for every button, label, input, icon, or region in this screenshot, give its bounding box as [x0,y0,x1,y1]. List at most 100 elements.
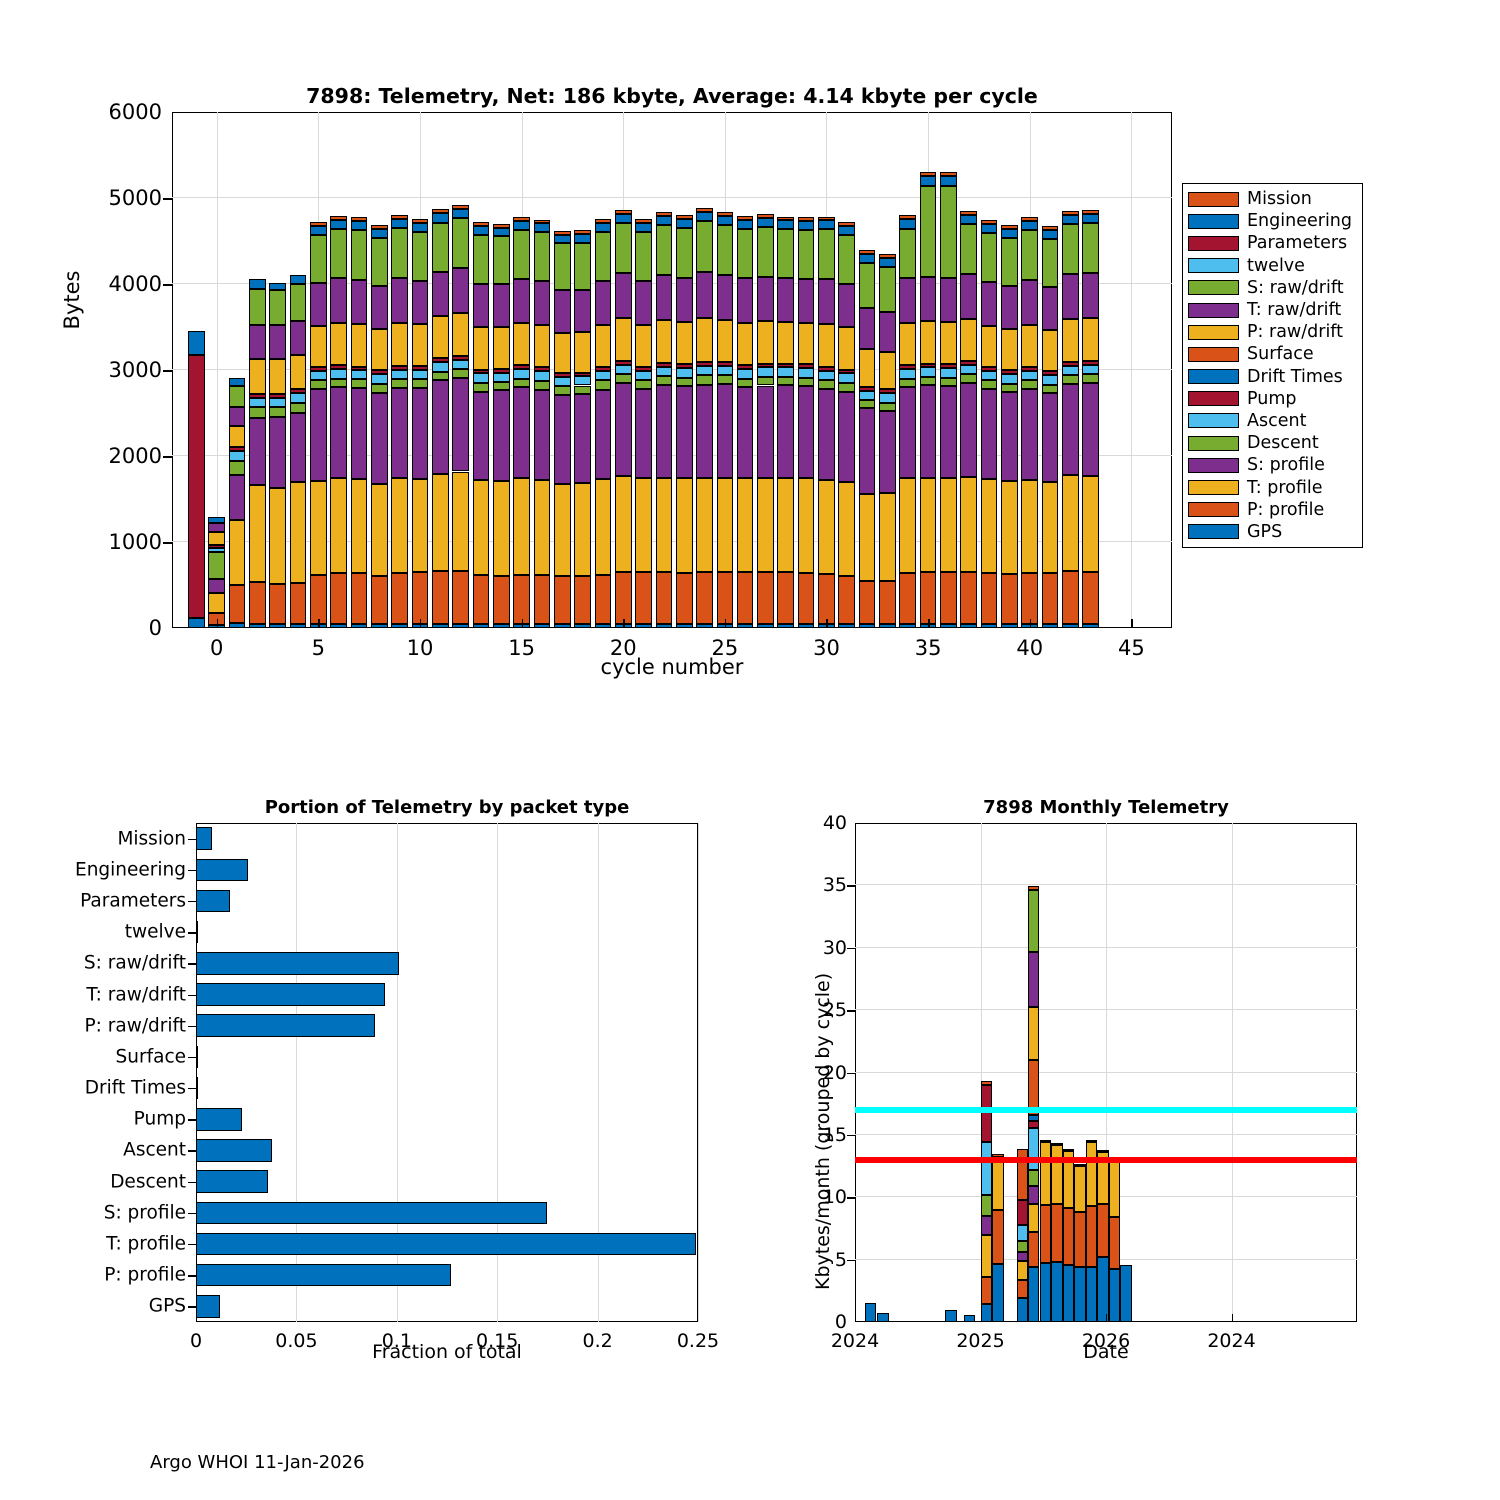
monthly-stacked-bar[interactable] [1097,1149,1109,1322]
stacked-bar[interactable] [431,209,449,628]
legend-item[interactable]: twelve [1188,255,1357,277]
bar-segment [208,548,226,552]
fraction-bar[interactable] [196,1263,452,1287]
legend-item[interactable]: GPS [1188,521,1357,543]
stacked-bar[interactable] [838,221,856,628]
stacked-bar[interactable] [777,216,795,628]
stacked-bar[interactable] [736,215,754,628]
legend-item[interactable]: P: profile [1188,499,1357,521]
monthly-stacked-bar[interactable] [992,1153,1004,1322]
stacked-bar[interactable] [757,213,774,628]
stacked-bar[interactable] [1021,217,1039,628]
monthly-stacked-bar[interactable] [1051,1142,1063,1322]
stacked-bar[interactable] [310,221,327,628]
stacked-bar[interactable] [249,279,266,628]
fraction-bar[interactable] [196,983,385,1006]
stacked-bar[interactable] [188,331,205,628]
fraction-bar[interactable] [196,1201,548,1225]
legend-item[interactable]: Descent [1188,432,1357,454]
stacked-bar[interactable] [594,219,612,628]
stacked-bar[interactable] [696,207,713,628]
legend-item[interactable]: S: raw/drift [1188,277,1357,299]
legend-item[interactable]: S: profile [1188,454,1357,476]
legend-item[interactable]: Surface [1188,343,1357,365]
legend-item[interactable]: Drift Times [1188,366,1357,388]
y-axis-tick-label: 2000 [108,444,162,468]
stacked-bar[interactable] [940,172,957,628]
fraction-bar[interactable] [196,1295,221,1318]
legend-item[interactable]: Ascent [1188,410,1357,432]
stacked-bar[interactable] [452,204,469,628]
stacked-bar[interactable] [553,230,571,628]
stacked-bar[interactable] [980,219,998,628]
stacked-bar[interactable] [350,216,368,628]
stacked-bar[interactable] [411,218,429,628]
stacked-bar[interactable] [797,217,815,628]
stacked-bar[interactable] [513,217,530,628]
fraction-bar[interactable] [196,952,399,975]
monthly-stacked-bar[interactable] [1108,1159,1121,1322]
bar-segment [574,290,591,333]
legend-item[interactable]: T: profile [1188,476,1357,498]
stacked-bar[interactable] [858,250,876,628]
fraction-bar[interactable] [196,920,198,944]
stacked-bar[interactable] [533,219,551,628]
bar-segment [838,234,856,284]
monthly-stacked-bar[interactable] [877,1313,889,1322]
stacked-bar[interactable] [370,225,388,628]
monthly-stacked-bar[interactable] [1039,1140,1051,1322]
monthly-stacked-bar[interactable] [1027,886,1040,1322]
fraction-bar[interactable] [196,1232,696,1256]
monthly-stacked-bar[interactable] [1062,1149,1075,1322]
fraction-bar[interactable] [196,1170,269,1193]
stacked-bar[interactable] [330,215,347,628]
stacked-bar[interactable] [635,219,652,628]
legend-item[interactable]: Engineering [1188,210,1357,232]
fraction-bar[interactable] [196,1014,375,1037]
stacked-bar[interactable] [879,254,896,628]
stacked-bar[interactable] [492,223,510,628]
stacked-bar[interactable] [899,215,917,628]
fraction-bar[interactable] [196,858,249,881]
stacked-bar[interactable] [289,274,307,628]
bar-segment [980,1235,993,1278]
stacked-bar[interactable] [716,212,734,628]
monthly-stacked-bar[interactable] [1085,1139,1098,1322]
legend-item[interactable]: T: raw/drift [1188,299,1357,321]
stacked-bar[interactable] [614,210,632,628]
fraction-bar[interactable] [196,1139,273,1162]
stacked-bar[interactable] [1062,211,1079,628]
stacked-bar[interactable] [818,216,835,628]
monthly-stacked-bar[interactable] [864,1302,877,1322]
monthly-stacked-bar[interactable] [980,1080,993,1322]
fraction-bar[interactable] [196,1076,198,1100]
monthly-stacked-bar[interactable] [1016,1149,1029,1322]
monthly-stacked-bar[interactable] [945,1310,957,1322]
stacked-bar[interactable] [574,229,591,628]
legend-item[interactable]: Pump [1188,388,1357,410]
stacked-bar[interactable] [269,282,286,628]
stacked-bar[interactable] [675,214,693,628]
fraction-bar[interactable] [196,889,231,913]
stacked-bar[interactable] [960,210,978,628]
bar-segment [533,281,551,326]
stacked-bar[interactable] [655,211,673,628]
fraction-bar[interactable] [196,827,213,850]
monthly-stacked-bar[interactable] [1120,1264,1132,1322]
fraction-bar[interactable] [196,1045,198,1069]
stacked-bar[interactable] [1001,225,1018,628]
legend-item[interactable]: P: raw/drift [1188,321,1357,343]
legend-item[interactable]: Parameters [1188,232,1357,254]
stacked-bar[interactable] [391,215,408,628]
monthly-stacked-bar[interactable] [963,1314,976,1322]
monthly-stacked-bar[interactable] [1074,1164,1086,1322]
fraction-bar[interactable] [196,1108,243,1131]
stacked-bar[interactable] [1082,210,1100,628]
legend-item[interactable]: Mission [1188,188,1357,210]
stacked-bar[interactable] [208,516,226,628]
bar-segment [452,377,469,472]
stacked-bar[interactable] [1041,225,1059,628]
stacked-bar[interactable] [919,172,937,628]
stacked-bar[interactable] [472,221,490,628]
stacked-bar[interactable] [228,377,246,628]
